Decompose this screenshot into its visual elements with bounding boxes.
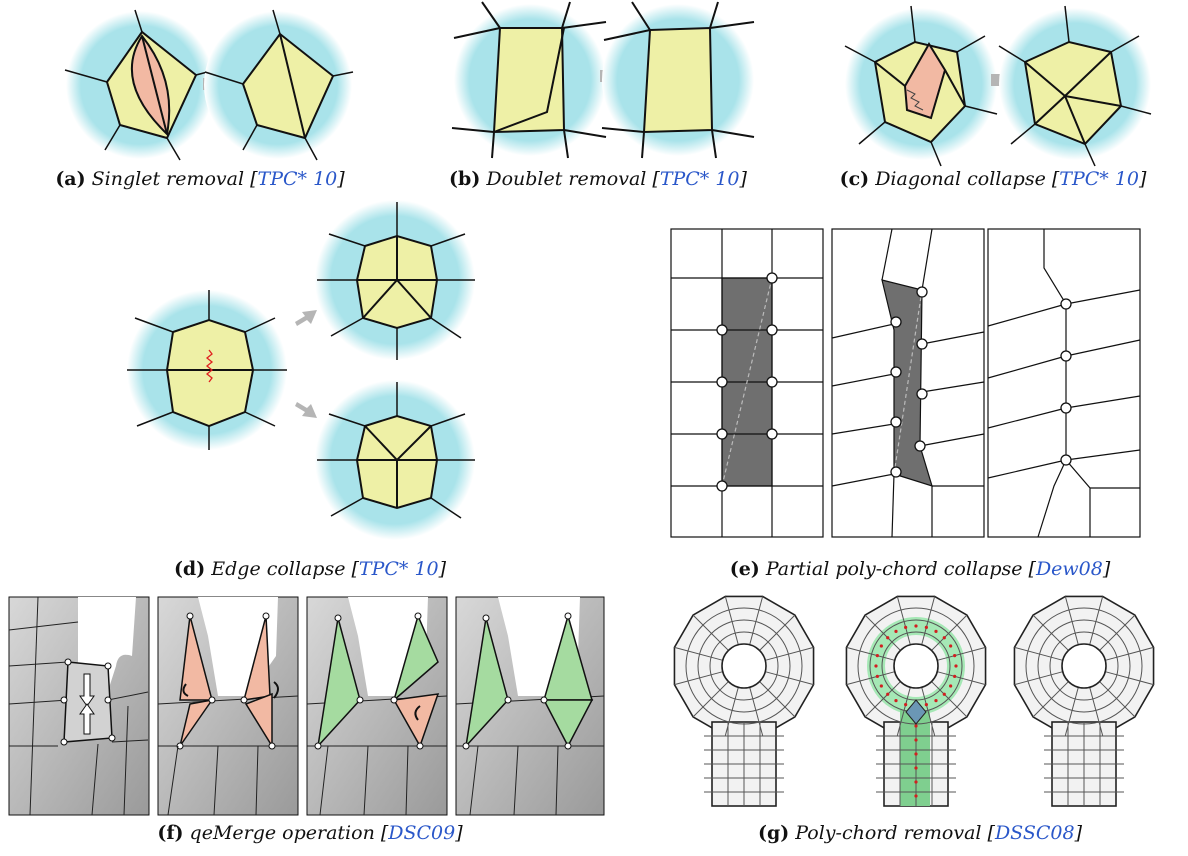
diagonal-collapse-figure — [844, 5, 1152, 167]
citation-link[interactable]: TPC* 10 — [358, 558, 439, 580]
panel-a-singlet-removal — [64, 9, 355, 161]
caption-b: (b) Doublet removal [TPC* 10] — [408, 168, 788, 190]
caption-e-text: Partial poly-chord collapse [ — [765, 558, 1036, 580]
mesh-frame-before — [670, 228, 824, 538]
mesh-frame-partial — [831, 228, 985, 538]
poly-chord-removal-figure — [673, 595, 1155, 807]
rotate-icon — [182, 683, 189, 697]
key-mesh-2 — [845, 595, 987, 807]
panel-e-partial-poly-chord-collapse — [670, 228, 1160, 540]
caption-e-label: (e) — [729, 558, 760, 580]
caption-b-close: ] — [739, 168, 747, 190]
rotate-icon — [414, 705, 421, 721]
key-mesh-3 — [1013, 595, 1155, 807]
caption-a-label: (a) — [55, 168, 86, 190]
caption-c-label: (c) — [839, 168, 870, 190]
panel-b-doublet-removal — [451, 1, 755, 162]
caption-a-close: ] — [337, 168, 345, 190]
caption-e-close: ] — [1102, 558, 1111, 580]
arrow-icon — [295, 402, 317, 418]
caption-c-text: Diagonal collapse [ — [875, 168, 1060, 190]
rotate-icon — [273, 681, 279, 699]
citation-link[interactable]: TPC* 10 — [659, 168, 740, 190]
caption-f-text: qeMerge operation [ — [189, 822, 389, 844]
key-mesh-1 — [673, 595, 815, 807]
edge-collapse-figure — [127, 200, 475, 540]
caption-b-text: Doublet removal [ — [486, 168, 660, 190]
caption-d-label: (d) — [173, 558, 206, 580]
caption-b-label: (b) — [449, 168, 481, 190]
up-arrow-icon — [79, 703, 95, 735]
citation-link[interactable]: TPC* 10 — [1059, 168, 1139, 190]
qemerge-frame-3 — [306, 596, 448, 816]
panel-f-qemerge-operation — [8, 596, 608, 816]
caption-f: (f) qeMerge operation [DSC09] — [120, 822, 500, 844]
mesh-frame-after — [987, 228, 1141, 538]
qemerge-frame-1 — [8, 596, 150, 816]
qemerge-frame-4 — [455, 596, 605, 816]
citation-link[interactable]: Dew08 — [1035, 558, 1103, 580]
qemerge-figure — [8, 596, 605, 816]
caption-g-close: ] — [1074, 822, 1083, 844]
panel-d-edge-collapse — [125, 200, 485, 540]
panel-g-poly-chord-removal — [666, 588, 1166, 816]
caption-g-label: (g) — [757, 822, 790, 844]
down-arrow-icon — [79, 673, 95, 707]
citation-link[interactable]: DSC09 — [388, 822, 456, 844]
vertex-markers — [716, 272, 778, 492]
qemerge-frame-2 — [157, 596, 299, 816]
caption-e: (e) Partial poly-chord collapse [Dew08] — [680, 558, 1160, 580]
citation-link[interactable]: DSSC08 — [994, 822, 1075, 844]
caption-c-close: ] — [1139, 168, 1147, 190]
caption-g-text: Poly-chord removal [ — [795, 822, 995, 844]
partial-poly-chord-collapse-figure — [670, 228, 1141, 538]
arrow-icon — [295, 310, 317, 326]
panel-c-diagonal-collapse — [844, 5, 1155, 167]
caption-c: (c) Diagonal collapse [TPC* 10] — [800, 168, 1186, 190]
doublet-removal-figure — [451, 1, 755, 159]
caption-d-text: Edge collapse [ — [211, 558, 359, 580]
singlet-removal-figure — [64, 9, 354, 161]
caption-g: (g) Poly-chord removal [DSSC08] — [700, 822, 1140, 844]
caption-f-label: (f) — [157, 822, 184, 844]
citation-link[interactable]: TPC* 10 — [257, 168, 338, 190]
caption-d: (d) Edge collapse [TPC* 10] — [120, 558, 500, 580]
caption-d-close: ] — [438, 558, 447, 580]
caption-a-text: Singlet removal [ — [91, 168, 258, 190]
caption-a: (a) Singlet removal [TPC* 10] — [10, 168, 390, 190]
caption-f-close: ] — [455, 822, 463, 844]
